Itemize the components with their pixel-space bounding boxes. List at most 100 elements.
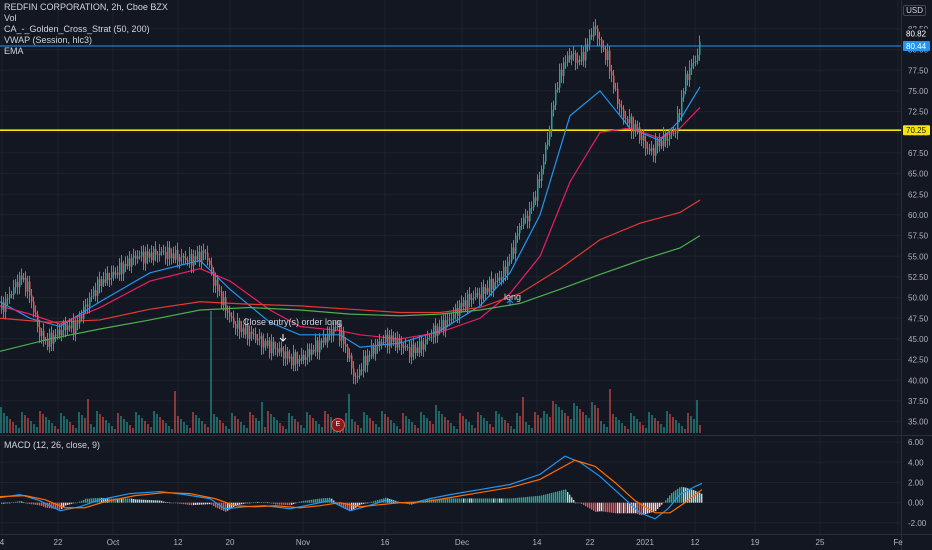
volume-bar: [540, 418, 542, 433]
volume-bar: [669, 414, 671, 433]
macd-histogram-bar: [523, 497, 525, 503]
candle-body: [347, 346, 349, 359]
macd-histogram-bar: [437, 499, 439, 503]
macd-histogram-bar: [343, 502, 345, 509]
candle-body: [551, 109, 553, 130]
volume-bar: [27, 418, 29, 433]
macd-histogram-bar: [287, 502, 289, 506]
volume-bar: [132, 428, 134, 433]
candle-body: [181, 256, 183, 258]
macd-histogram-bar: [259, 501, 261, 503]
candle-body: [291, 356, 293, 366]
macd-histogram-bar: [475, 498, 477, 503]
macd-histogram-bar: [563, 489, 565, 503]
candle-body: [47, 340, 49, 347]
candle-body: [75, 322, 77, 334]
earnings-marker-icon[interactable]: E: [331, 418, 345, 432]
candle-body: [237, 320, 239, 329]
macd-histogram-bar: [131, 498, 133, 503]
candle-body: [481, 286, 483, 299]
candle-body: [497, 277, 499, 281]
macd-histogram-bar: [223, 502, 225, 511]
candle-body: [641, 135, 643, 141]
candle-body: [239, 320, 241, 332]
currency-badge[interactable]: USD: [903, 5, 926, 16]
macd-histogram-bar: [225, 502, 227, 512]
volume-bar: [414, 425, 416, 433]
price-tick-label: 75.00: [908, 87, 929, 96]
macd-histogram-bar: [175, 502, 177, 504]
symbol-title[interactable]: REDFIN CORPORATION, 2h, Cboe BZX: [4, 2, 168, 12]
ema-indicator-label[interactable]: EMA: [4, 46, 24, 56]
macd-histogram-bar: [319, 498, 321, 503]
macd-histogram-bar: [529, 496, 531, 503]
macd-histogram-bar: [663, 502, 665, 504]
vwap-line: [0, 199, 701, 324]
candle-body: [429, 336, 431, 338]
candle-body: [403, 345, 405, 348]
volume-bar: [699, 425, 701, 433]
volume-bar: [558, 407, 560, 433]
candle-body: [579, 59, 581, 62]
volume-bar: [111, 426, 113, 433]
macd-histogram-bar: [495, 498, 497, 503]
candle-body: [367, 355, 369, 366]
volume-bar: [372, 421, 374, 433]
volume-bar: [90, 424, 92, 433]
candle-body: [659, 140, 661, 147]
vol-indicator-label[interactable]: Vol: [4, 13, 17, 23]
macd-histogram-bar: [613, 502, 615, 514]
volume-bar: [474, 428, 476, 433]
candle-body: [605, 49, 607, 61]
macd-histogram-bar: [635, 502, 637, 514]
candle-body: [177, 249, 179, 262]
macd-histogram-bar: [443, 498, 445, 503]
candle-body: [221, 291, 223, 306]
macd-tick-label: 6.00: [908, 438, 924, 447]
candle-body: [127, 258, 129, 267]
macd-histogram-bar: [345, 502, 347, 510]
candle-body: [647, 148, 649, 150]
macd-legend[interactable]: MACD (12, 26, close, 9): [4, 440, 101, 450]
vwap-indicator-label[interactable]: VWAP (Session, hlc3): [4, 35, 93, 45]
candle-body: [213, 270, 215, 286]
macd-histogram-bar: [181, 502, 183, 504]
volume-bar: [249, 412, 251, 433]
candle-body: [263, 341, 265, 348]
candle-body: [697, 54, 699, 61]
candle-body: [633, 123, 635, 132]
macd-histogram-bar: [665, 500, 667, 503]
volume-bar: [576, 406, 578, 433]
volume-bar: [69, 422, 71, 433]
candle-body: [115, 272, 117, 275]
volume-bar: [396, 426, 398, 433]
volume-bar: [225, 426, 227, 433]
strategy-indicator-label[interactable]: CA_-_Golden_Cross_Strat (50, 200): [4, 24, 150, 34]
candle-body: [415, 347, 417, 354]
ema-line: [0, 86, 701, 348]
macd-histogram-bar: [465, 498, 467, 503]
macd-histogram-bar: [265, 501, 267, 503]
volume-bar: [48, 420, 50, 433]
candle-body: [261, 336, 263, 348]
volume-bar: [642, 425, 644, 433]
candle-body: [677, 113, 679, 133]
candle-body: [203, 250, 205, 253]
macd-histogram-bar: [507, 498, 509, 503]
macd-histogram-bar: [627, 502, 629, 514]
candle-body: [503, 266, 505, 277]
macd-histogram-bar: [559, 490, 561, 503]
candle-body: [259, 336, 261, 339]
macd-histogram-bar: [517, 497, 519, 503]
candle-body: [225, 297, 227, 311]
price-tick-label: 45.00: [908, 335, 929, 344]
macd-histogram-bar: [47, 502, 49, 508]
candle-body: [501, 276, 503, 281]
blue-level-price-label: 80.44: [906, 42, 927, 51]
candle-body: [201, 250, 203, 263]
macd-histogram-bar: [149, 500, 151, 503]
macd-histogram-bar: [501, 498, 503, 503]
volume-bar: [243, 425, 245, 433]
macd-histogram-bar: [83, 499, 85, 503]
